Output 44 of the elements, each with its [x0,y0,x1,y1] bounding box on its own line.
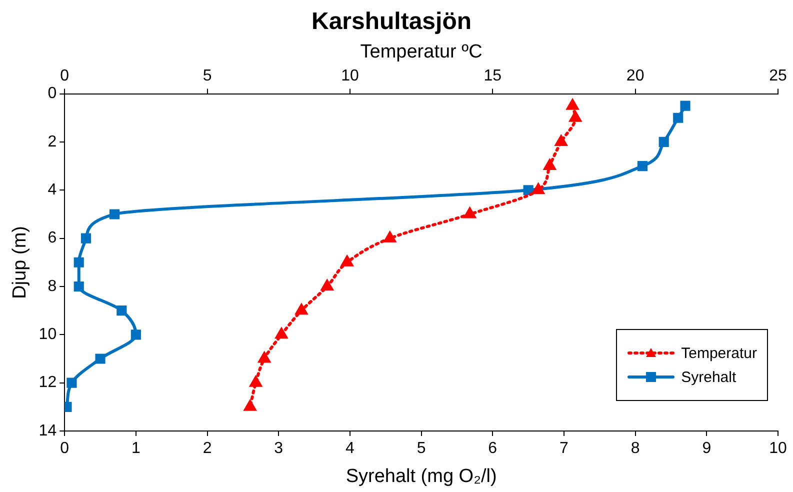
x-tick-label: 0 [60,440,70,458]
x2-tick-label: 15 [484,68,502,85]
point [680,100,690,111]
point [95,354,106,364]
x2-axis-title: Temperatur ºC [360,41,482,62]
x2-tick-label: 0 [60,68,70,85]
y-tick-label: 6 [48,230,57,247]
x-tick-label: 2 [202,440,212,458]
point [74,257,84,268]
chart-title: Karshultasjön [311,8,472,36]
point [66,378,77,388]
y-tick-label: 12 [38,374,57,392]
y-tick-label: 0 [48,85,57,102]
y-tick-label: 10 [38,326,57,344]
point [116,306,127,316]
x2-tick-label: 25 [769,68,787,85]
point [637,161,648,172]
point [80,233,92,244]
x-tick-label: 10 [769,440,787,458]
x2-tick-label: 20 [626,68,644,85]
y-tick-label: 4 [48,182,57,199]
point [74,281,84,292]
point [130,330,141,340]
x2-tick-label: 5 [202,68,212,85]
x-tick-label: 9 [702,440,712,458]
x-tick-label: 3 [274,440,284,458]
point [523,185,534,196]
point [110,209,120,220]
x-axis-title: Syrehalt (mg O₂/l) [346,466,497,487]
y-axis-title: Djup (m) [10,226,31,299]
x2-tick-label: 10 [341,68,359,85]
point [658,136,669,148]
legend-label: Temperatur [681,344,757,362]
point [673,112,684,123]
x-tick-label: 5 [416,440,426,458]
x-tick-label: 7 [560,440,569,458]
x-tick-label: 8 [630,440,640,458]
x-tick-label: 4 [346,440,355,458]
x-tick-label: 6 [488,440,498,458]
y-tick-label: 14 [38,422,57,440]
x-tick-label: 1 [131,440,140,458]
legend-label: Syrehalt [681,368,736,386]
y-tick-label: 8 [48,278,57,295]
y-tick-label: 2 [48,133,57,150]
